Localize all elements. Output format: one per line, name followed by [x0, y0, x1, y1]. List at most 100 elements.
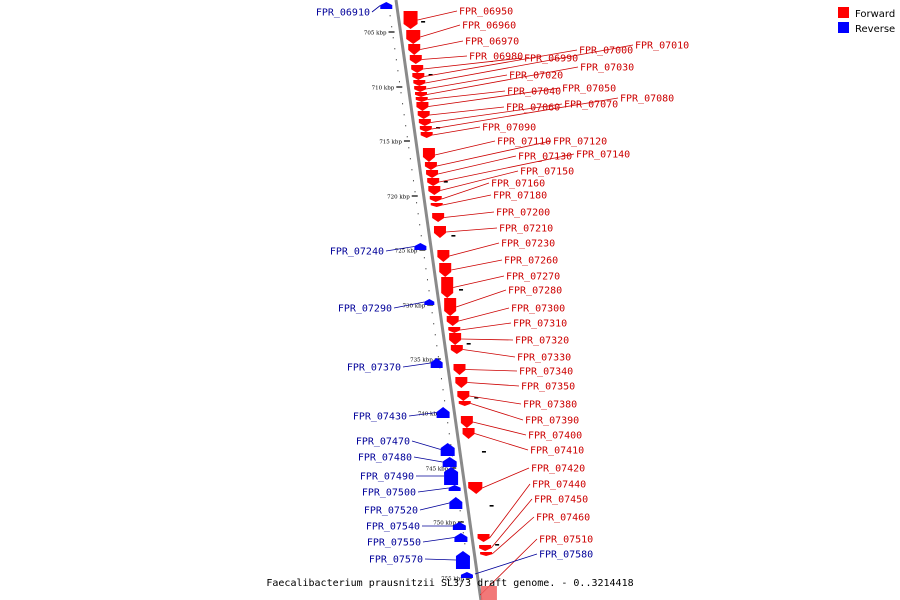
legend: Forward Reverse — [838, 7, 895, 37]
scale-dot — [397, 70, 399, 72]
leader-line — [423, 57, 523, 70]
forward-gene-FPR_06980 — [409, 55, 422, 64]
scale-dot — [420, 235, 422, 237]
scale-dot — [419, 224, 421, 226]
leader-line — [411, 440, 441, 450]
scale-dot — [395, 59, 397, 61]
leader-line — [442, 194, 492, 206]
gene-label-FPR_07410: FPR_07410 — [530, 446, 584, 457]
gene-label-FPR_06970: FPR_06970 — [465, 37, 519, 48]
feature-mark — [481, 451, 486, 453]
gene-label-FPR_07280: FPR_07280 — [508, 286, 562, 297]
leader-line — [431, 97, 619, 130]
gene-label-FPR_07400: FPR_07400 — [528, 431, 582, 442]
gene-label-FPR_07180: FPR_07180 — [493, 191, 547, 202]
gene-label-FPR_07480: FPR_07480 — [358, 453, 412, 464]
reverse-gene-FPR_07580 — [460, 572, 473, 578]
forward-gene-FPR_07010 — [413, 80, 426, 86]
gene-label-FPR_07150: FPR_07150 — [520, 167, 574, 178]
forward-gene-FPR_07000 — [412, 73, 425, 80]
forward-gene-FPR_07280 — [444, 298, 457, 316]
gene-label-FPR_07570: FPR_07570 — [369, 555, 423, 566]
reverse-gene-FPR_07430 — [436, 407, 450, 418]
leader-line — [465, 369, 518, 372]
leader-line — [428, 87, 561, 107]
forward-gene-FPR_07460 — [480, 552, 493, 556]
leader-line — [425, 44, 634, 84]
scale-tick-label: 745 kbp — [426, 467, 449, 473]
leader-line — [402, 362, 431, 368]
gene-label-FPR_07210: FPR_07210 — [499, 224, 553, 235]
gene-label-FPR_07060: FPR_07060 — [506, 103, 560, 114]
forward-gene-FPR_06950 — [403, 11, 418, 29]
gene-label-FPR_07580: FPR_07580 — [539, 550, 593, 561]
leader-line — [445, 227, 498, 233]
scale-dot — [423, 257, 425, 259]
gene-label-FPR_07470: FPR_07470 — [356, 437, 410, 448]
leader-line — [472, 421, 527, 436]
forward-gene-FPR_07130 — [426, 170, 439, 178]
feature-mark — [421, 21, 426, 23]
gene-label-FPR_07080: FPR_07080 — [620, 94, 674, 105]
gene-label-FPR_07130: FPR_07130 — [518, 152, 572, 163]
gene-label-FPR_07490: FPR_07490 — [360, 472, 414, 483]
gene-label-FPR_07010: FPR_07010 — [635, 41, 689, 52]
gene-label-FPR_07200: FPR_07200 — [496, 208, 550, 219]
gene-label-FPR_07380: FPR_07380 — [523, 400, 577, 411]
scale-dot — [391, 26, 393, 28]
forward-gene-FPR_07410 — [462, 428, 475, 439]
scale-tick-label: 720 kbp — [387, 195, 410, 201]
gene-layer — [380, 2, 497, 600]
forward-gene-FPR_07080 — [419, 126, 432, 132]
gene-label-FPR_07440: FPR_07440 — [532, 480, 586, 491]
gene-label-FPR_06980: FPR_06980 — [469, 52, 523, 63]
forward-gene-FPR_07350 — [455, 377, 468, 388]
feature-mark — [495, 544, 500, 546]
gene-label-FPR_07160: FPR_07160 — [491, 179, 545, 190]
leader-line — [420, 40, 464, 50]
feature-mark — [451, 235, 456, 237]
map-caption: Faecalibacterium prausnitzii SL3/3 draft… — [266, 578, 634, 589]
scale-dot — [433, 323, 435, 325]
gene-label-FPR_07020: FPR_07020 — [509, 71, 563, 82]
forward-gene-FPR_07270 — [441, 277, 454, 298]
gene-label-FPR_07000: FPR_07000 — [579, 46, 633, 57]
leader-line — [449, 242, 500, 257]
forward-gene-FPR_07030 — [415, 92, 428, 97]
leader-line — [434, 140, 496, 156]
scale-tick-label: 715 kbp — [379, 140, 402, 146]
backbone-layer — [394, 0, 483, 600]
forward-gene-FPR_07230 — [437, 250, 450, 262]
leader-line — [419, 502, 450, 511]
scale-tick-label: 725 kbp — [395, 249, 418, 255]
reverse-gene-FPR_07550 — [454, 533, 468, 542]
gene-label-FPR_07350: FPR_07350 — [521, 382, 575, 393]
forward-gene-FPR_07260 — [439, 263, 452, 277]
gene-label-FPR_07070: FPR_07070 — [564, 100, 618, 111]
leader-line — [491, 516, 535, 555]
forward-gene-FPR_07200 — [432, 213, 445, 222]
gene-label-FPR_07520: FPR_07520 — [364, 506, 418, 517]
scale-dot — [406, 136, 408, 138]
leader-line — [432, 126, 481, 136]
gene-label-FPR_07260: FPR_07260 — [504, 256, 558, 267]
leader-line — [490, 498, 533, 549]
leader-line — [462, 349, 516, 358]
scale-tick-label: 740 kbp — [418, 412, 441, 418]
gene-label-FPR_07030: FPR_07030 — [580, 63, 634, 74]
gene-label-FPR_07110: FPR_07110 — [497, 137, 551, 148]
leader-line — [430, 103, 563, 123]
genome-backbone — [394, 0, 483, 600]
gene-label-FPR_07230: FPR_07230 — [501, 239, 555, 250]
forward-gene-FPR_07380 — [457, 391, 470, 401]
scale-dot — [411, 169, 413, 171]
scale-dot — [405, 125, 407, 127]
leader-line — [489, 483, 531, 539]
forward-gene-FPR_07110 — [422, 148, 435, 162]
leader-line — [417, 10, 458, 21]
leader-line — [393, 301, 425, 309]
scale-dot — [417, 213, 419, 215]
leader-line — [467, 382, 520, 387]
leader-line — [479, 538, 538, 596]
